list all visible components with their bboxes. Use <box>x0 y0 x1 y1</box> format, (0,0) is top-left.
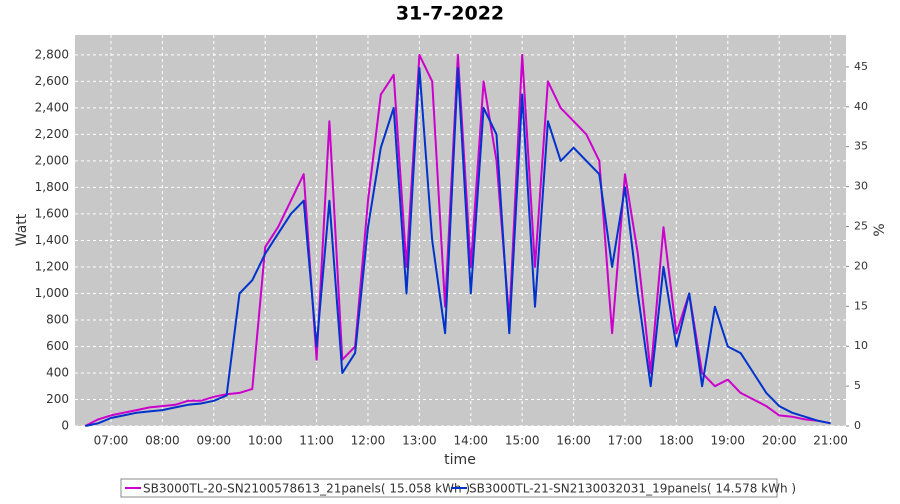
x-tick-label: 15:00 <box>505 434 540 448</box>
x-axis-label: time <box>444 452 476 468</box>
y-tick-label: 2,200 <box>35 127 69 141</box>
y2-tick-label: 35 <box>854 140 868 153</box>
x-tick-label: 13:00 <box>402 434 437 448</box>
y2-tick-label: 25 <box>854 220 868 233</box>
legend-label: SB3000TL-21-SN2130032031_19panels( 14.57… <box>469 482 796 496</box>
y-tick-label: 800 <box>46 312 69 326</box>
chart-title: 31-7-2022 <box>396 3 504 25</box>
y-tick-label: 1,800 <box>35 180 69 194</box>
y2-tick-label: 40 <box>854 100 868 113</box>
y-tick-label: 1,000 <box>35 286 69 300</box>
y2-tick-label: 0 <box>854 419 861 432</box>
y2-tick-label: 45 <box>854 60 868 73</box>
x-tick-label: 19:00 <box>710 434 745 448</box>
y-tick-label: 400 <box>46 365 69 379</box>
legend-label: SB3000TL-20-SN2100578613_21panels( 15.05… <box>143 482 470 496</box>
y-tick-label: 1,400 <box>35 233 69 247</box>
x-tick-label: 12:00 <box>351 434 386 448</box>
x-tick-label: 16:00 <box>556 434 591 448</box>
y2-tick-label: 20 <box>854 259 868 272</box>
y-tick-label: 600 <box>46 339 69 353</box>
y2-tick-label: 10 <box>854 339 868 352</box>
x-tick-label: 18:00 <box>659 434 694 448</box>
y-tick-label: 0 <box>61 419 69 433</box>
x-tick-label: 10:00 <box>248 434 283 448</box>
x-tick-label: 20:00 <box>762 434 797 448</box>
y2-tick-label: 5 <box>854 379 861 392</box>
y-axis-label: Watt <box>14 213 30 246</box>
y2-tick-label: 15 <box>854 299 868 312</box>
y-tick-label: 2,600 <box>35 74 69 88</box>
y-tick-label: 1,600 <box>35 206 69 220</box>
x-tick-label: 17:00 <box>608 434 643 448</box>
y-tick-label: 2,000 <box>35 153 69 167</box>
y-tick-label: 2,400 <box>35 100 69 114</box>
x-tick-label: 09:00 <box>196 434 231 448</box>
y-tick-label: 2,800 <box>35 47 69 61</box>
y2-axis-label: % <box>872 223 888 236</box>
y-tick-label: 1,200 <box>35 259 69 273</box>
series-line <box>84 53 831 427</box>
series-line <box>85 67 831 427</box>
x-tick-label: 21:00 <box>813 434 848 448</box>
x-tick-label: 08:00 <box>145 434 180 448</box>
y2-tick-label: 30 <box>854 180 868 193</box>
y-tick-label: 200 <box>46 392 69 406</box>
x-tick-label: 11:00 <box>299 434 334 448</box>
x-tick-label: 14:00 <box>453 434 488 448</box>
x-tick-label: 07:00 <box>94 434 129 448</box>
legend <box>120 478 778 498</box>
